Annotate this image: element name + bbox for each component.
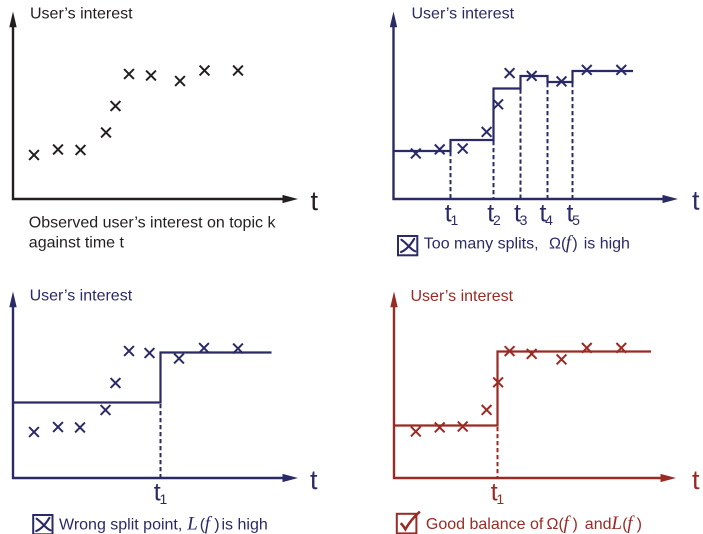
svg-text:t1: t1 (154, 478, 168, 507)
svg-text:User’s interest: User’s interest (30, 288, 133, 305)
svg-text:t1: t1 (445, 199, 459, 228)
svg-text:t1: t1 (491, 478, 505, 507)
svg-text:t: t (692, 465, 700, 495)
svg-text:Wrong split point,L(f)is high: Wrong split point, L (f) is high (59, 513, 268, 534)
svg-text:t5: t5 (567, 199, 581, 228)
svg-text:Good balance ofΩ(f)andL(f): Good balance of Ω(f) andL(f) (426, 513, 642, 534)
svg-text:User’s interest: User’s interest (30, 6, 133, 23)
svg-text:t: t (692, 186, 700, 216)
svg-text:t3: t3 (514, 199, 528, 228)
svg-text:t4: t4 (540, 199, 554, 228)
svg-text:User’s interest: User’s interest (411, 288, 514, 305)
svg-text:against time t: against time t (29, 234, 125, 251)
svg-text:t2: t2 (487, 199, 501, 228)
svg-text:t: t (311, 186, 319, 216)
svg-text:User’s interest: User’s interest (412, 5, 515, 22)
svg-text:Too many splits,Ω(f)is high: Too many splits, Ω(f) is high (424, 233, 630, 254)
svg-text:t: t (310, 465, 318, 495)
svg-text:Observed user’s interest on to: Observed user’s interest on topic k (29, 215, 277, 232)
